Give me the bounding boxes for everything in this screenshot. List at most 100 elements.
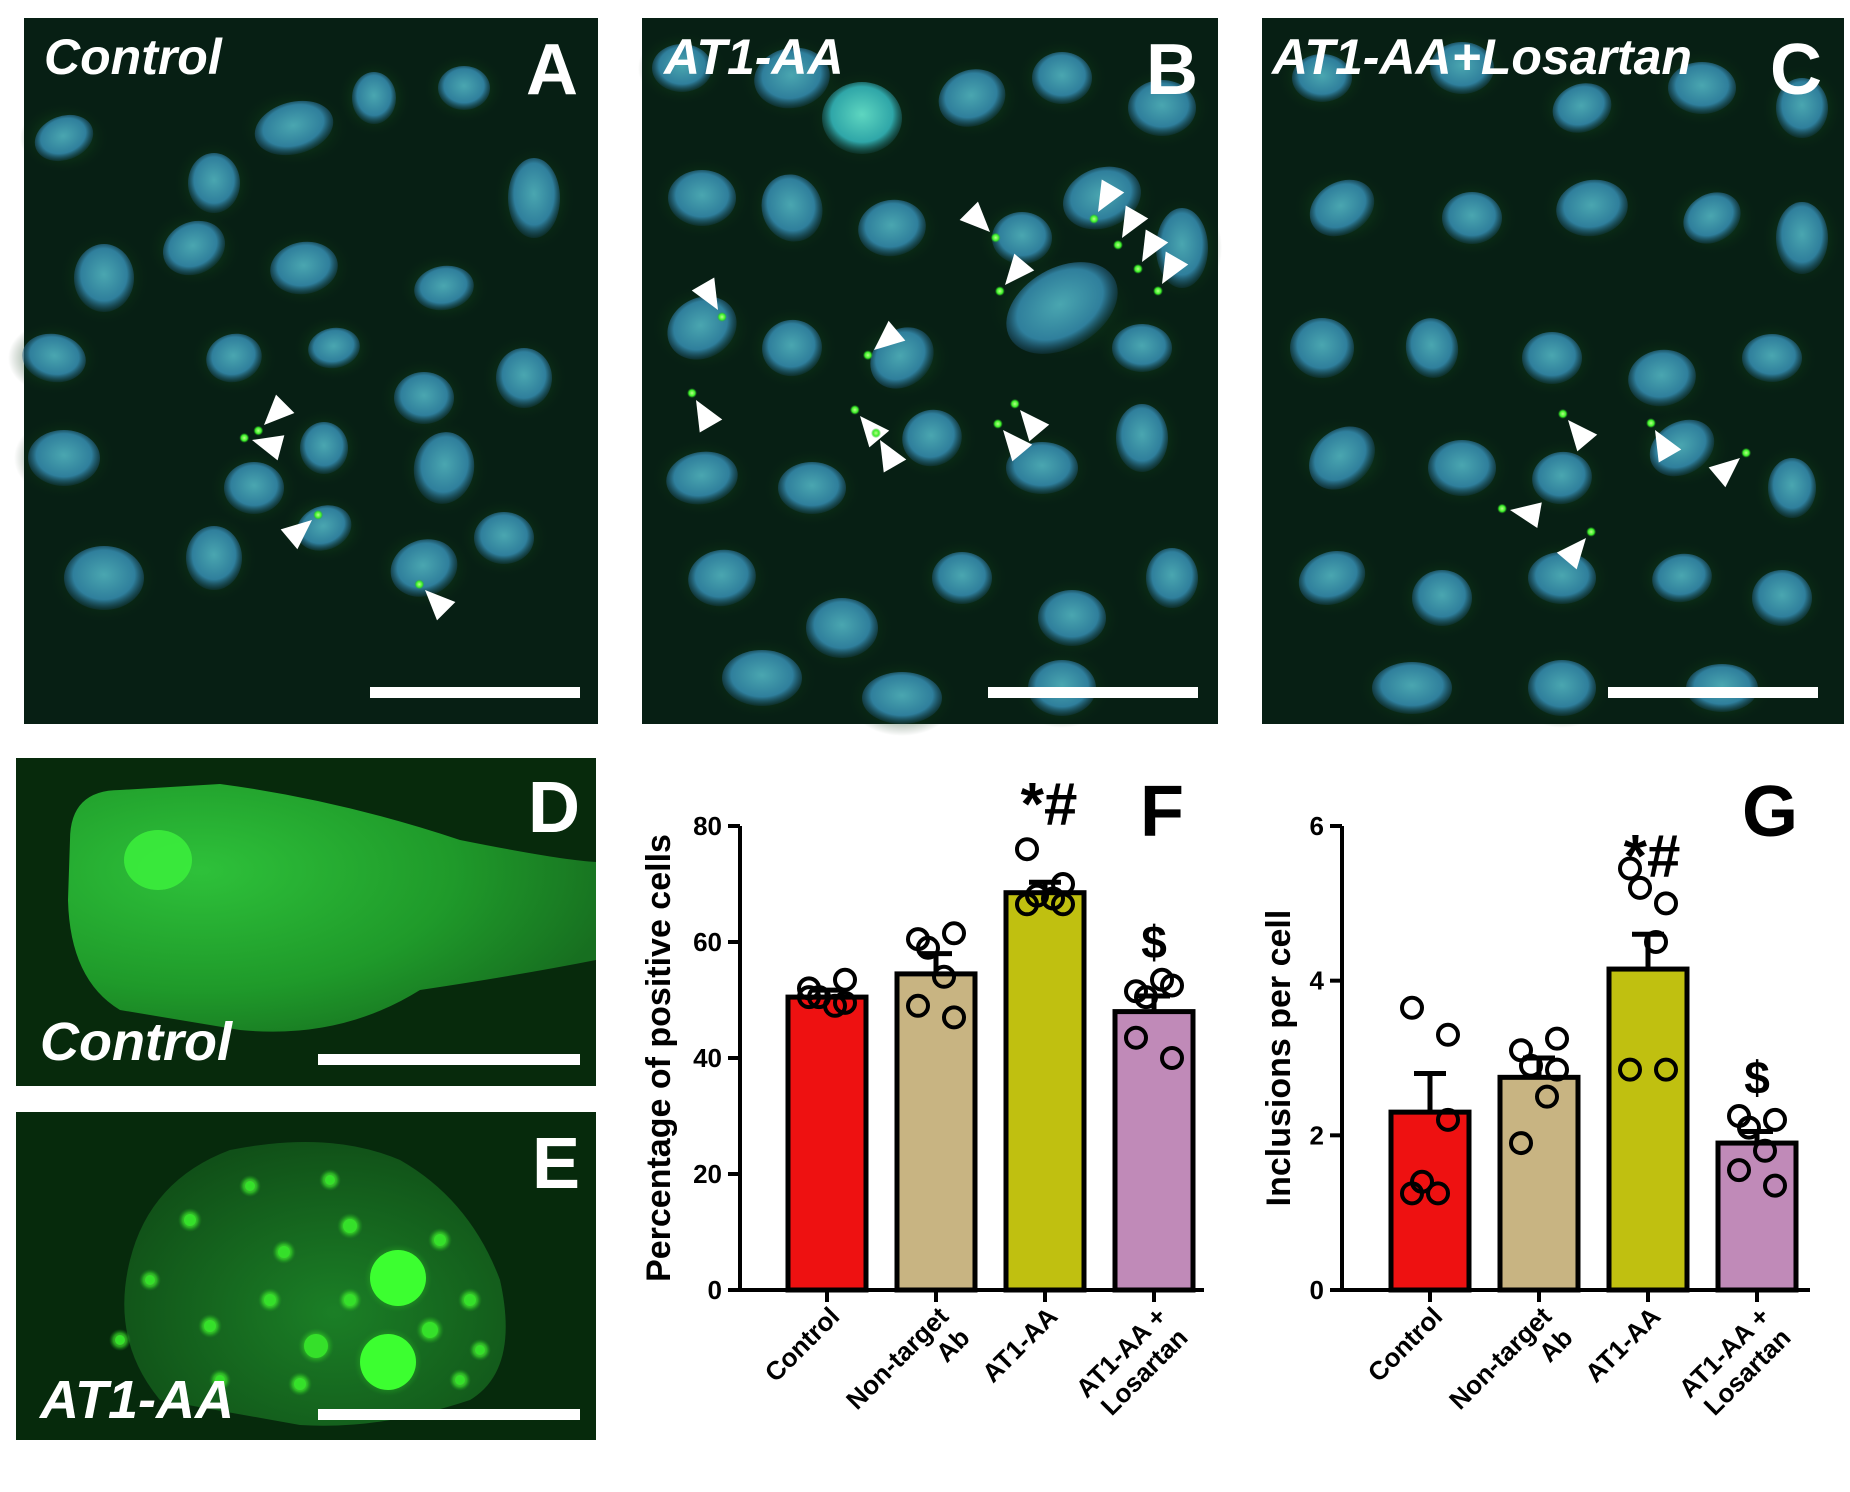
panel-letter-b: B	[1146, 30, 1198, 110]
cell-nucleus	[413, 432, 475, 504]
data-point	[1400, 995, 1424, 1020]
micrograph-panel-c: AT1-AA+Losartan C	[1262, 18, 1844, 728]
cell-nucleus	[1652, 553, 1712, 603]
cell-nucleus	[438, 66, 490, 110]
cell-nucleus	[1428, 440, 1496, 496]
arrowhead-marker	[1162, 251, 1189, 284]
cell-nucleus	[1528, 552, 1596, 604]
cell-nucleus	[22, 333, 86, 383]
cell-nucleus	[668, 170, 736, 226]
arrowhead-marker	[1568, 420, 1598, 452]
cell-nucleus	[932, 552, 992, 604]
arrowhead-marker	[252, 435, 285, 461]
cell-nucleus	[28, 430, 100, 486]
inclusion-dot	[1586, 526, 1597, 537]
arrowhead-marker	[696, 400, 723, 433]
scale-bar-e	[318, 1409, 580, 1420]
inclusion-dot	[204, 1320, 216, 1332]
inclusion-dot	[360, 1334, 416, 1390]
cell-nucleus	[762, 319, 822, 377]
data-point	[942, 921, 966, 946]
x-tick-label-line: AT1-AA	[976, 1301, 1063, 1388]
inclusion-dot	[849, 404, 860, 415]
cell-nucleus	[224, 462, 284, 514]
data-point	[833, 990, 857, 1015]
inclusion-dot	[1089, 213, 1099, 224]
arrowhead-marker	[1005, 253, 1035, 285]
scale-bar-a	[370, 687, 580, 698]
cell-nucleus	[1532, 451, 1592, 505]
inclusion-dot	[1497, 503, 1508, 514]
arrowhead-marker	[425, 590, 456, 621]
cell-nucleus	[1522, 332, 1582, 384]
arrowhead-marker	[1655, 430, 1682, 463]
cell-nucleus	[1309, 179, 1375, 237]
arrowhead-marker	[1556, 538, 1586, 570]
cell-nucleus	[1006, 262, 1118, 354]
micrograph-panel-e: AT1-AA E	[16, 1112, 596, 1440]
y-tick-label: 40	[693, 1043, 722, 1073]
nuclei-b	[638, 32, 1222, 736]
data-point	[1545, 1026, 1569, 1051]
inclusion-dot	[1133, 263, 1143, 274]
significance-marker: $	[1744, 1051, 1770, 1103]
inclusion-dot	[325, 1175, 335, 1185]
data-point	[1753, 1138, 1777, 1163]
panel-letter-c: C	[1770, 30, 1822, 110]
data-point	[1644, 930, 1668, 954]
scale-bar-b	[988, 687, 1198, 698]
arrowhead-marker	[1098, 179, 1125, 212]
inclusion-dot	[184, 1214, 196, 1226]
inclusion-dot	[422, 1322, 438, 1338]
cell-nucleus	[1032, 52, 1092, 104]
cell-nucleus	[1405, 318, 1459, 378]
cell-nucleus	[1290, 318, 1354, 378]
significance-marker: *#	[1624, 822, 1681, 889]
cell-nucleus	[496, 348, 552, 408]
nuclei-c	[1276, 30, 1842, 728]
inclusion-dot	[1741, 447, 1752, 458]
significance-marker: $	[1141, 916, 1167, 968]
inclusion-dot	[1646, 418, 1656, 429]
x-tick-label: Non-targetAb	[1443, 1301, 1579, 1437]
inclusion-dot	[278, 1246, 290, 1258]
inclusion-dot	[994, 286, 1005, 297]
y-tick-label: 20	[693, 1159, 722, 1189]
y-tick-label: 0	[708, 1275, 722, 1305]
inclusion-dot	[370, 1250, 426, 1306]
cell-nucleus	[761, 174, 823, 242]
cell-nucleus	[1128, 80, 1196, 136]
panel-a-label: Control	[44, 29, 223, 85]
cell-nucleus	[722, 650, 802, 706]
inclusion-dot	[1009, 398, 1020, 409]
arrowhead-marker	[874, 320, 906, 350]
data-point	[833, 967, 857, 992]
cell-nucleus	[508, 158, 560, 238]
inclusion-dot	[145, 1275, 155, 1285]
cell-nucleus	[1038, 590, 1106, 646]
inclusion-dot	[343, 1219, 357, 1233]
x-tick-label: AT1-AA	[976, 1301, 1063, 1388]
x-tick-label-line: AT1-AA	[1579, 1301, 1666, 1388]
panel-b-label: AT1-AA	[662, 29, 844, 85]
cell-nucleus	[902, 409, 962, 467]
panel-d-label: Control	[40, 1012, 233, 1072]
data-point	[932, 964, 956, 989]
cell-nucleus	[474, 512, 534, 564]
arrowhead-marker	[1003, 430, 1033, 462]
arrowheads-b	[687, 179, 1189, 473]
data-point	[1535, 1084, 1559, 1109]
panel-c-label: AT1-AA+Losartan	[1270, 29, 1692, 85]
cell-nucleus	[414, 265, 474, 311]
y-axis-title: Percentage of positive cells	[640, 834, 678, 1282]
data-point	[1124, 1025, 1148, 1050]
data-point	[1654, 891, 1678, 916]
data-point	[1051, 892, 1075, 917]
cell-nucleus	[1412, 570, 1472, 626]
x-tick-label: Control	[759, 1301, 846, 1388]
data-point	[906, 993, 930, 1018]
scale-bar-d	[318, 1054, 580, 1065]
cell-nucleus	[1556, 179, 1628, 237]
inclusion-dot	[344, 1294, 356, 1306]
